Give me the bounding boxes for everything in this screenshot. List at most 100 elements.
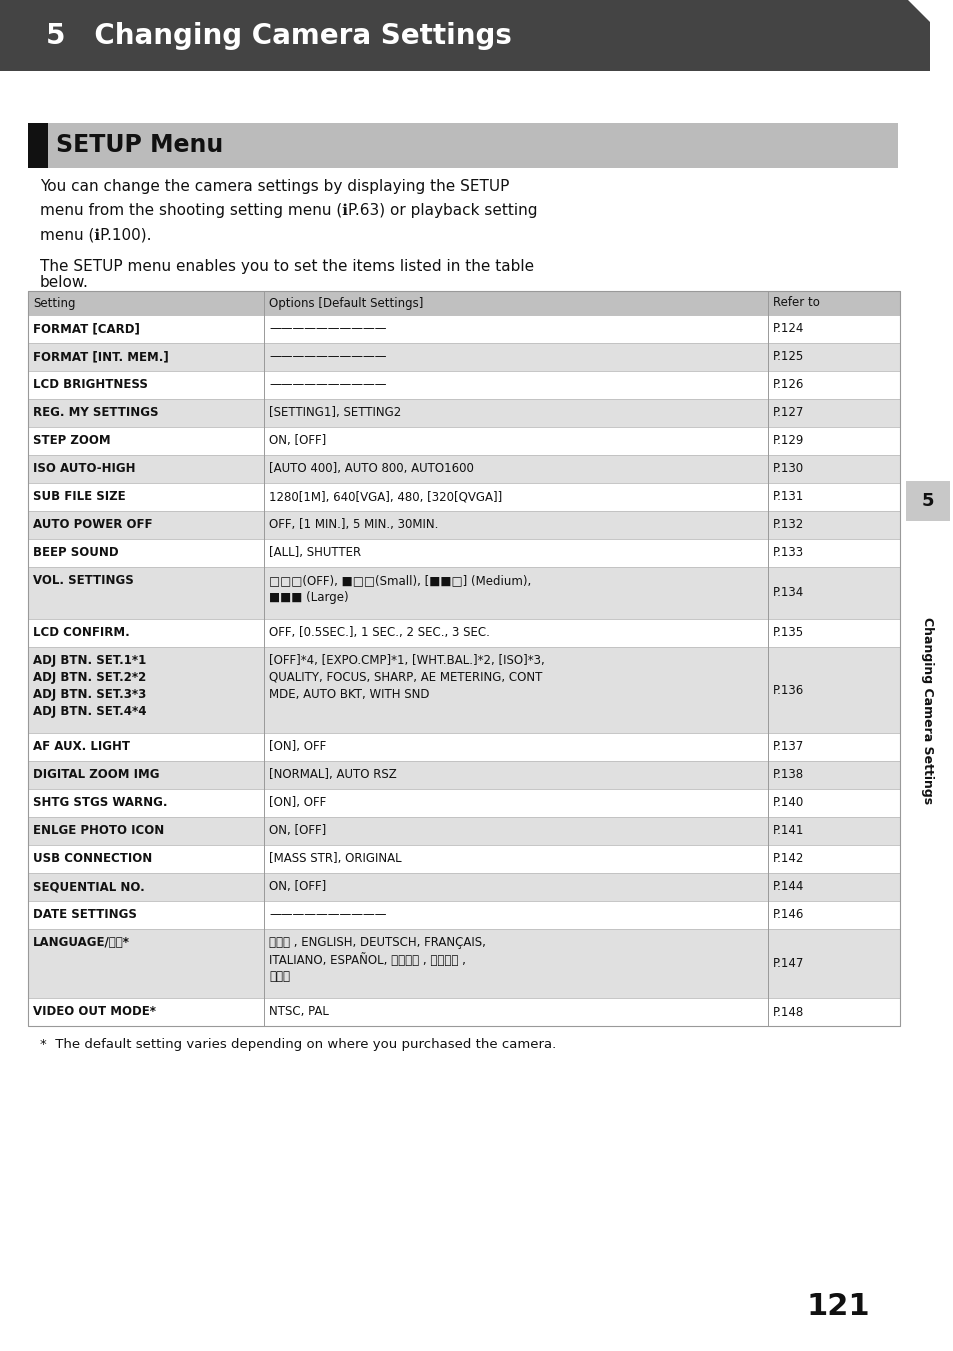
Text: P.136: P.136 bbox=[772, 684, 803, 697]
Text: ——————————: —————————— bbox=[269, 908, 386, 921]
Text: QUALITY, FOCUS, SHARP, AE METERING, CONT: QUALITY, FOCUS, SHARP, AE METERING, CONT bbox=[269, 671, 542, 684]
Bar bbox=[28, 123, 48, 168]
Text: menu (ℹP.100).: menu (ℹP.100). bbox=[40, 227, 152, 242]
Text: P.126: P.126 bbox=[772, 378, 803, 392]
Text: DATE SETTINGS: DATE SETTINGS bbox=[33, 908, 136, 921]
Text: 121: 121 bbox=[805, 1292, 869, 1321]
Bar bbox=[28, 998, 899, 1025]
Bar bbox=[28, 343, 899, 372]
Text: You can change the camera settings by displaying the SETUP: You can change the camera settings by di… bbox=[40, 178, 509, 195]
Text: MDE, AUTO BKT, WITH SND: MDE, AUTO BKT, WITH SND bbox=[269, 688, 429, 701]
Text: DIGITAL ZOOM IMG: DIGITAL ZOOM IMG bbox=[33, 767, 159, 781]
Text: P.129: P.129 bbox=[772, 435, 803, 447]
Text: P.146: P.146 bbox=[772, 908, 803, 921]
Text: P.134: P.134 bbox=[772, 586, 803, 600]
Bar bbox=[28, 789, 899, 817]
Text: 5   Changing Camera Settings: 5 Changing Camera Settings bbox=[46, 22, 512, 50]
Bar bbox=[28, 734, 899, 761]
Text: ON, [OFF]: ON, [OFF] bbox=[269, 824, 326, 838]
Bar bbox=[28, 427, 899, 455]
Text: OFF, [0.5SEC.], 1 SEC., 2 SEC., 3 SEC.: OFF, [0.5SEC.], 1 SEC., 2 SEC., 3 SEC. bbox=[269, 626, 489, 639]
Text: P.131: P.131 bbox=[772, 490, 803, 504]
Text: P.138: P.138 bbox=[772, 769, 803, 781]
Text: ■■■ (Large): ■■■ (Large) bbox=[269, 590, 348, 604]
Text: P.144: P.144 bbox=[772, 881, 803, 893]
Text: P.142: P.142 bbox=[772, 852, 803, 866]
Bar bbox=[28, 315, 899, 343]
Text: SEQUENTIAL NO.: SEQUENTIAL NO. bbox=[33, 880, 145, 893]
Text: 1280[1M], 640[VGA], 480, [320[QVGA]]: 1280[1M], 640[VGA], 480, [320[QVGA]] bbox=[269, 490, 501, 503]
Text: SETUP Menu: SETUP Menu bbox=[56, 134, 223, 158]
Bar bbox=[28, 567, 899, 619]
Text: *  The default setting varies depending on where you purchased the camera.: * The default setting varies depending o… bbox=[40, 1038, 556, 1051]
Text: ON, [OFF]: ON, [OFF] bbox=[269, 434, 326, 447]
Text: ADJ BTN. SET.3*3: ADJ BTN. SET.3*3 bbox=[33, 688, 146, 701]
Text: P.141: P.141 bbox=[772, 824, 803, 838]
Bar bbox=[905, 481, 949, 521]
Text: OFF, [1 MIN.], 5 MIN., 30MIN.: OFF, [1 MIN.], 5 MIN., 30MIN. bbox=[269, 517, 438, 531]
Text: Setting: Setting bbox=[33, 296, 75, 309]
Text: P.137: P.137 bbox=[772, 740, 803, 754]
Text: [ON], OFF: [ON], OFF bbox=[269, 796, 326, 809]
Text: AF AUX. LIGHT: AF AUX. LIGHT bbox=[33, 740, 130, 753]
Text: P.148: P.148 bbox=[772, 1005, 803, 1019]
Text: STEP ZOOM: STEP ZOOM bbox=[33, 434, 111, 447]
Text: 한국어: 한국어 bbox=[269, 970, 290, 984]
Text: Options [Default Settings]: Options [Default Settings] bbox=[269, 296, 423, 309]
Text: [NORMAL], AUTO RSZ: [NORMAL], AUTO RSZ bbox=[269, 767, 396, 781]
Bar bbox=[28, 873, 899, 901]
Text: USB CONNECTION: USB CONNECTION bbox=[33, 852, 152, 865]
Text: P.124: P.124 bbox=[772, 323, 803, 335]
Bar bbox=[28, 761, 899, 789]
Text: P.127: P.127 bbox=[772, 407, 803, 420]
Text: SUB FILE SIZE: SUB FILE SIZE bbox=[33, 490, 126, 503]
Text: ——————————: —————————— bbox=[269, 350, 386, 363]
Bar bbox=[28, 619, 899, 647]
Text: [OFF]*4, [EXPO.CMP]*1, [WHT.BAL.]*2, [ISO]*3,: [OFF]*4, [EXPO.CMP]*1, [WHT.BAL.]*2, [IS… bbox=[269, 654, 544, 667]
Text: ADJ BTN. SET.2*2: ADJ BTN. SET.2*2 bbox=[33, 671, 146, 684]
Text: LCD BRIGHTNESS: LCD BRIGHTNESS bbox=[33, 378, 148, 390]
Text: LANGUAGE/言語*: LANGUAGE/言語* bbox=[33, 936, 130, 948]
Text: P.125: P.125 bbox=[772, 350, 803, 363]
Text: ITALIANO, ESPAÑOL, 简体中文 , 繁体中文 ,: ITALIANO, ESPAÑOL, 简体中文 , 繁体中文 , bbox=[269, 952, 465, 967]
Bar bbox=[28, 455, 899, 484]
Text: [MASS STR], ORIGINAL: [MASS STR], ORIGINAL bbox=[269, 852, 401, 865]
Text: BEEP SOUND: BEEP SOUND bbox=[33, 546, 118, 559]
Text: ADJ BTN. SET.1*1: ADJ BTN. SET.1*1 bbox=[33, 654, 146, 667]
Text: FORMAT [CARD]: FORMAT [CARD] bbox=[33, 322, 140, 335]
Bar bbox=[28, 372, 899, 399]
Text: REG. MY SETTINGS: REG. MY SETTINGS bbox=[33, 407, 158, 419]
Text: ——————————: —————————— bbox=[269, 322, 386, 335]
Text: P.133: P.133 bbox=[772, 547, 803, 559]
Text: ON, [OFF]: ON, [OFF] bbox=[269, 880, 326, 893]
Text: Refer to: Refer to bbox=[772, 296, 819, 309]
Text: ADJ BTN. SET.4*4: ADJ BTN. SET.4*4 bbox=[33, 705, 147, 717]
Text: ISO AUTO-HIGH: ISO AUTO-HIGH bbox=[33, 462, 135, 476]
Text: P.140: P.140 bbox=[772, 797, 803, 809]
Bar bbox=[28, 929, 899, 998]
Bar bbox=[28, 511, 899, 539]
Bar bbox=[28, 647, 899, 734]
Text: P.130: P.130 bbox=[772, 462, 803, 476]
Text: SHTG STGS WARNG.: SHTG STGS WARNG. bbox=[33, 796, 168, 809]
Bar bbox=[28, 539, 899, 567]
Text: menu from the shooting setting menu (ℹP.63) or playback setting: menu from the shooting setting menu (ℹP.… bbox=[40, 203, 537, 218]
Text: P.135: P.135 bbox=[772, 627, 803, 639]
Text: [ALL], SHUTTER: [ALL], SHUTTER bbox=[269, 546, 361, 559]
Text: FORMAT [INT. MEM.]: FORMAT [INT. MEM.] bbox=[33, 350, 169, 363]
Text: LCD CONFIRM.: LCD CONFIRM. bbox=[33, 626, 130, 639]
Text: [SETTING1], SETTING2: [SETTING1], SETTING2 bbox=[269, 407, 401, 419]
Text: VOL. SETTINGS: VOL. SETTINGS bbox=[33, 574, 133, 586]
Bar bbox=[28, 817, 899, 844]
Text: below.: below. bbox=[40, 276, 89, 290]
Bar bbox=[28, 123, 897, 168]
Bar bbox=[28, 844, 899, 873]
Text: NTSC, PAL: NTSC, PAL bbox=[269, 1005, 329, 1019]
Text: P.132: P.132 bbox=[772, 519, 803, 531]
Bar bbox=[28, 484, 899, 511]
Bar bbox=[28, 399, 899, 427]
Bar bbox=[28, 901, 899, 929]
Text: □□□(OFF), ■□□(Small), [■■□] (Medium),: □□□(OFF), ■□□(Small), [■■□] (Medium), bbox=[269, 574, 531, 586]
Polygon shape bbox=[0, 0, 929, 72]
Text: ENLGE PHOTO ICON: ENLGE PHOTO ICON bbox=[33, 824, 164, 838]
